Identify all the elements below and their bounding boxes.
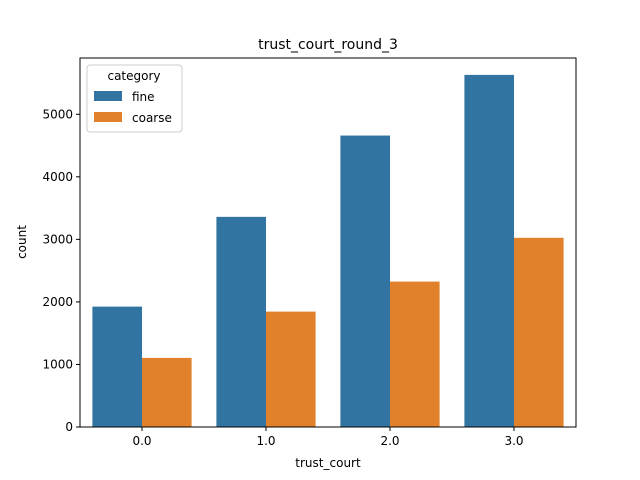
y-tick-label: 0 bbox=[65, 420, 73, 434]
bar-coarse-2.0 bbox=[390, 281, 440, 427]
bar-coarse-1.0 bbox=[266, 311, 316, 427]
y-axis-label: count bbox=[15, 225, 29, 259]
legend-swatch-coarse bbox=[94, 112, 122, 122]
x-axis: 0.0 1.0 2.0 3.0 bbox=[132, 427, 524, 448]
bar-fine-0.0 bbox=[92, 306, 142, 427]
y-tick-label: 5000 bbox=[42, 107, 73, 121]
bars-group bbox=[92, 74, 564, 428]
x-tick-label: 2.0 bbox=[380, 434, 399, 448]
bar-coarse-3.0 bbox=[514, 237, 564, 427]
x-tick-label: 1.0 bbox=[256, 434, 275, 448]
legend-label-coarse: coarse bbox=[132, 111, 172, 125]
y-tick-label: 2000 bbox=[42, 295, 73, 309]
plot-frame bbox=[79, 57, 577, 428]
x-tick-label: 3.0 bbox=[504, 434, 523, 448]
bar-fine-1.0 bbox=[216, 216, 266, 427]
legend: category fine coarse bbox=[86, 64, 183, 133]
chart-title: trust_court_round_3 bbox=[258, 37, 398, 53]
bar-fine-3.0 bbox=[464, 74, 514, 427]
y-tick-label: 1000 bbox=[42, 357, 73, 371]
legend-swatch-fine bbox=[94, 91, 122, 101]
legend-title: category bbox=[107, 69, 160, 83]
x-axis-label: trust_court bbox=[295, 456, 361, 470]
legend-label-fine: fine bbox=[132, 90, 155, 104]
bar-fine-2.0 bbox=[340, 135, 390, 428]
y-tick-label: 4000 bbox=[42, 170, 73, 184]
y-axis: 0 1000 2000 3000 4000 5000 bbox=[42, 107, 80, 434]
y-tick-label: 3000 bbox=[42, 232, 73, 246]
x-tick-label: 0.0 bbox=[132, 434, 151, 448]
bar-coarse-0.0 bbox=[142, 357, 192, 427]
